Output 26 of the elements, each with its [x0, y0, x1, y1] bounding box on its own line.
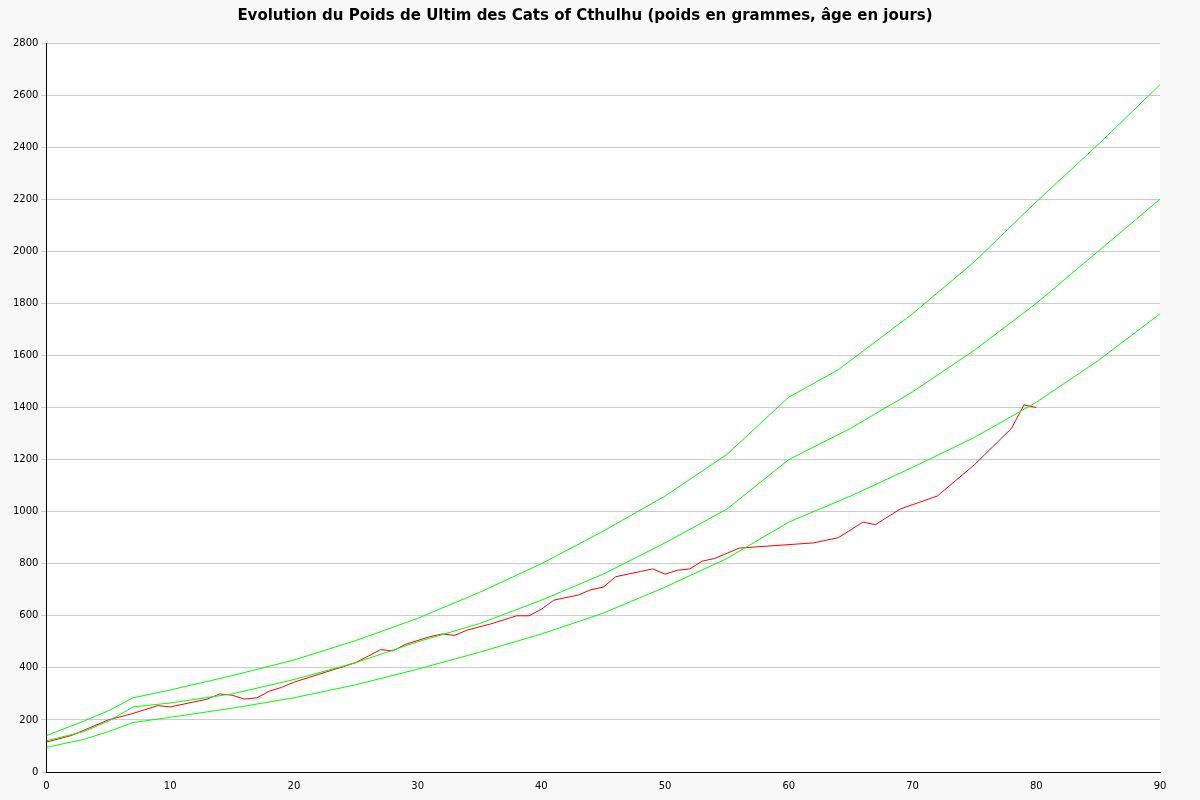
- y-tick-label: 2000: [13, 244, 39, 256]
- y-tick-label: 2600: [13, 88, 39, 100]
- y-tick-label: 2800: [13, 36, 39, 48]
- y-tick-label: 400: [19, 661, 39, 673]
- y-tick-label: 1400: [13, 401, 39, 413]
- y-tick-label: 1200: [13, 453, 39, 465]
- y-tick-label: 0: [32, 765, 39, 777]
- y-tick-label: 1800: [13, 296, 39, 308]
- x-tick-label: 70: [906, 779, 919, 791]
- x-tick-label: 60: [782, 779, 796, 791]
- x-tick-label: 40: [534, 779, 548, 791]
- y-tick-label: 600: [19, 609, 39, 621]
- y-tick-label: 1000: [13, 505, 39, 517]
- chart-title: Evolution du Poids de Ultim des Cats of Cthulhu (poids en grammes, âge en jours): [237, 5, 933, 24]
- x-tick-label: 10: [163, 779, 177, 791]
- y-tick-label: 2200: [13, 192, 39, 204]
- y-tick-label: 2400: [13, 140, 39, 152]
- x-tick-label: 80: [1029, 779, 1043, 791]
- x-tick-label: 90: [1153, 779, 1167, 791]
- y-tick-label: 200: [19, 713, 39, 725]
- x-tick-label: 0: [43, 779, 50, 791]
- x-tick-label: 30: [411, 779, 424, 791]
- y-tick-label: 800: [19, 557, 39, 569]
- y-tick-label: 1600: [13, 349, 39, 361]
- x-tick-label: 20: [287, 779, 301, 791]
- x-tick-label: 50: [658, 779, 672, 791]
